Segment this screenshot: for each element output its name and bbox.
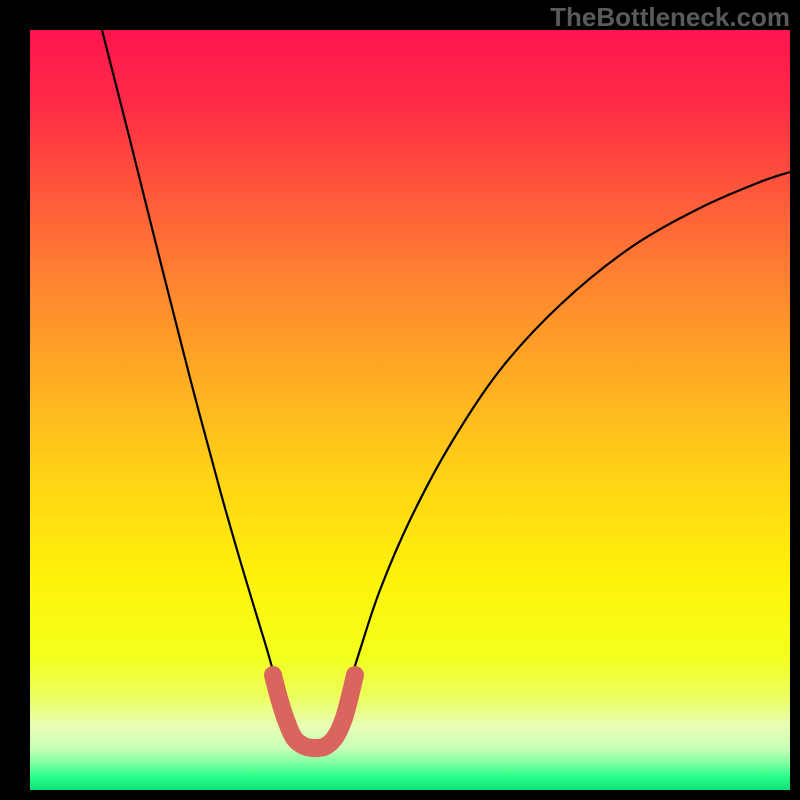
chart-frame	[30, 30, 790, 790]
watermark-text: TheBottleneck.com	[550, 2, 790, 33]
gradient-background	[30, 30, 790, 790]
chart-svg	[30, 30, 790, 790]
